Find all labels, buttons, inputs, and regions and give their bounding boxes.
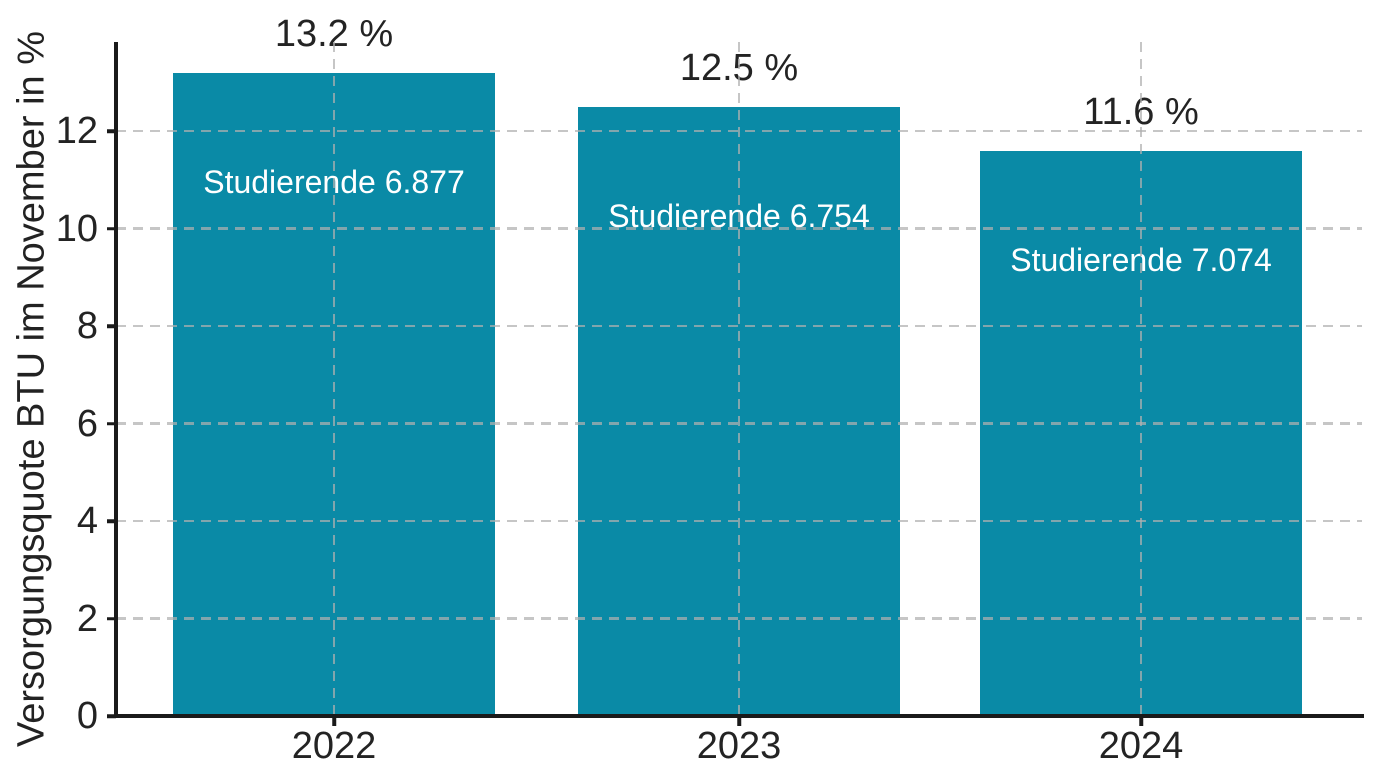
y-axis-label: Versorgungsquote BTU im November in % bbox=[10, 31, 53, 748]
x-axis-spine bbox=[114, 714, 1364, 718]
x-tick-label-2022: 2022 bbox=[291, 725, 377, 767]
y-axis-spine bbox=[114, 42, 118, 718]
y-tick-mark bbox=[107, 421, 116, 426]
x-tick-mark-2022 bbox=[332, 718, 336, 726]
y-tick-label: 8 bbox=[76, 305, 98, 348]
y-tick-label: 10 bbox=[55, 207, 98, 250]
y-tick-label: 2 bbox=[76, 597, 98, 640]
y-tick-mark bbox=[107, 226, 116, 231]
x-grid-line bbox=[737, 42, 741, 716]
x-tick-label-2023: 2023 bbox=[696, 725, 782, 767]
y-tick-mark bbox=[107, 129, 116, 133]
x-tick-label-2024: 2024 bbox=[1098, 725, 1184, 767]
x-grid-line bbox=[332, 42, 336, 716]
y-tick-label: 6 bbox=[76, 402, 98, 445]
y-tick-mark bbox=[107, 616, 116, 621]
y-tick-mark bbox=[107, 519, 116, 523]
x-grid-line bbox=[1139, 42, 1143, 716]
x-tick-mark-2024 bbox=[1139, 718, 1143, 726]
y-tick-label: 12 bbox=[55, 110, 98, 153]
y-tick-mark bbox=[107, 324, 116, 328]
y-tick-mark bbox=[107, 714, 116, 718]
y-tick-label: 0 bbox=[76, 695, 98, 737]
y-tick-label: 4 bbox=[76, 500, 98, 543]
x-tick-mark-2023 bbox=[737, 718, 741, 726]
plot-area: 13.2 % Studierende 6.877 2022 12.5 % Stu… bbox=[56, 15, 1364, 767]
